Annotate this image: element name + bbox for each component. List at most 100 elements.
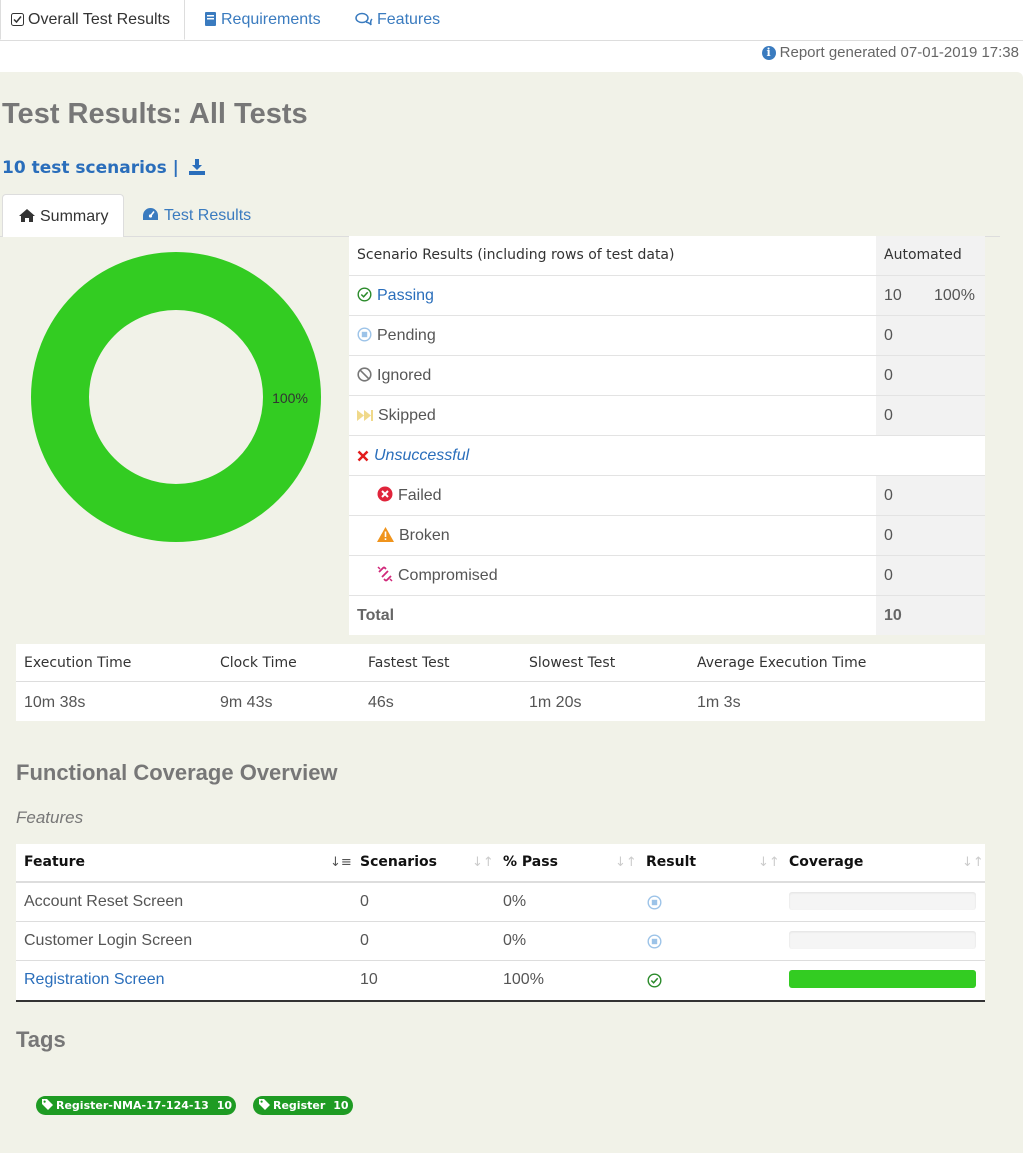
comments-icon (355, 12, 373, 26)
sort-icon[interactable]: ↓↑ (758, 855, 780, 870)
cross-icon (357, 450, 369, 462)
timing-header-execution: Execution Time (24, 655, 132, 671)
warning-icon (377, 527, 394, 542)
tab-label: Overall Test Results (28, 11, 170, 28)
tag-badge[interactable]: Register-NMA-17-124-13 10 (36, 1096, 237, 1115)
automated-column-bg (876, 476, 985, 515)
pending-icon (357, 327, 372, 342)
tab-requirements[interactable]: Requirements (204, 0, 321, 40)
automated-column-bg (876, 356, 985, 395)
pending-count: 0 (884, 327, 893, 344)
sort-icon[interactable]: ↓↑ (615, 855, 637, 870)
tab-test-results[interactable]: Test Results (142, 194, 251, 237)
timing-header-fastest: Fastest Test (368, 655, 450, 671)
coverage-bar (789, 970, 976, 988)
timing-header-average: Average Execution Time (697, 655, 867, 671)
sort-icon[interactable]: ↓↑ (472, 855, 494, 870)
download-icon[interactable] (188, 159, 205, 175)
tag-icon (42, 1099, 53, 1110)
automated-column-bg (876, 396, 985, 435)
compromised-label: Compromised (398, 567, 498, 584)
pending-icon (647, 895, 662, 910)
donut-ring-passing (31, 252, 321, 542)
execution-time-table: Execution Time Clock Time Fastest Test S… (16, 644, 985, 721)
ban-icon (357, 367, 372, 382)
failed-circle-icon (377, 486, 393, 502)
automated-column-bg (876, 596, 985, 635)
feature-link[interactable]: Registration Screen (24, 971, 165, 988)
results-row-passing: Passing 10 100% (349, 275, 985, 315)
coverage-title: Functional Coverage Overview (16, 760, 338, 785)
automated-column-bg (876, 556, 985, 595)
column-header-scenarios[interactable]: Scenarios (360, 854, 437, 870)
passing-link[interactable]: Passing (357, 276, 434, 315)
tag-icon (259, 1099, 270, 1110)
results-row-ignored: Ignored 0 (349, 355, 985, 395)
scenarios-link[interactable]: 10 test scenarios | (2, 158, 205, 178)
passing-label: Passing (377, 287, 434, 304)
failed-label: Failed (398, 487, 442, 504)
broken-label: Broken (399, 527, 450, 544)
dashboard-icon (143, 208, 158, 220)
tab-label: Requirements (221, 11, 321, 28)
feature-pass: 0% (503, 932, 527, 949)
timing-value-execution: 10m 38s (24, 694, 86, 711)
check-circle-icon (647, 973, 662, 988)
feature-name: Account Reset Screen (24, 893, 184, 910)
feature-name: Customer Login Screen (24, 932, 193, 949)
pending-label: Pending (377, 327, 436, 344)
results-row-failed: Failed 0 (349, 475, 985, 515)
tab-label: Test Results (164, 207, 252, 224)
ignored-count: 0 (884, 367, 893, 384)
timing-header-clock: Clock Time (220, 655, 297, 671)
separator: | (172, 158, 179, 178)
tab-summary[interactable]: Summary (2, 194, 124, 237)
tab-features[interactable]: Features (355, 0, 440, 40)
feature-pass: 0% (503, 893, 527, 910)
feature-scenarios: 0 (360, 932, 369, 949)
column-header-coverage[interactable]: Coverage (789, 854, 864, 870)
failed-count: 0 (884, 487, 893, 504)
features-table: Feature ↓≡ Scenarios ↓↑ % Pass ↓↑ Result… (16, 844, 985, 1002)
sort-desc-icon[interactable]: ↓≡ (330, 855, 352, 870)
unsuccessful-label[interactable]: Unsuccessful (374, 447, 470, 464)
total-label: Total (357, 607, 395, 624)
automated-column-bg (876, 276, 985, 315)
report-generated: i Report generated 07-01-2019 17:38 (761, 44, 1019, 61)
automated-column-bg (876, 516, 985, 555)
scenario-results-table: Scenario Results (including rows of test… (349, 236, 985, 635)
passing-count: 10 (884, 287, 902, 304)
results-row-broken: Broken 0 (349, 515, 985, 555)
pending-icon (647, 934, 662, 949)
home-icon (19, 209, 35, 222)
timing-divider (16, 681, 985, 682)
unlink-icon (377, 566, 393, 582)
table-row: Registration Screen 10 100% (16, 961, 985, 999)
feature-pass: 100% (503, 971, 544, 988)
features-table-header: Feature ↓≡ Scenarios ↓↑ % Pass ↓↑ Result… (16, 844, 985, 883)
info-icon: i (761, 46, 776, 60)
tab-overall-test-results[interactable]: Overall Test Results (0, 0, 185, 40)
donut-percent-label: 100% (272, 390, 308, 406)
report-generated-text: Report generated 07-01-2019 17:38 (779, 44, 1019, 61)
pass-rate-donut-chart: 100% (31, 252, 321, 542)
tag-count: 10 (333, 1099, 349, 1112)
results-row-unsuccessful: Unsuccessful (349, 435, 985, 475)
tab-label: Features (377, 11, 441, 28)
feature-scenarios: 10 (360, 971, 378, 988)
column-header-pass[interactable]: % Pass (503, 854, 558, 870)
skipped-count: 0 (884, 407, 893, 424)
timing-value-slowest: 1m 20s (529, 694, 582, 711)
tab-label: Summary (40, 208, 109, 225)
sort-icon[interactable]: ↓↑ (962, 855, 984, 870)
column-header-feature[interactable]: Feature (24, 854, 85, 870)
results-row-compromised: Compromised 0 (349, 555, 985, 595)
scenarios-count-text: 10 test scenarios (2, 158, 167, 178)
column-header-result[interactable]: Result (646, 854, 697, 870)
automated-column-bg (876, 316, 985, 355)
tag-badge[interactable]: Register 10 (253, 1096, 353, 1115)
coverage-bar (789, 892, 976, 910)
passing-percent: 100% (934, 287, 975, 304)
book-icon (205, 12, 216, 26)
timing-header-slowest: Slowest Test (529, 655, 616, 671)
